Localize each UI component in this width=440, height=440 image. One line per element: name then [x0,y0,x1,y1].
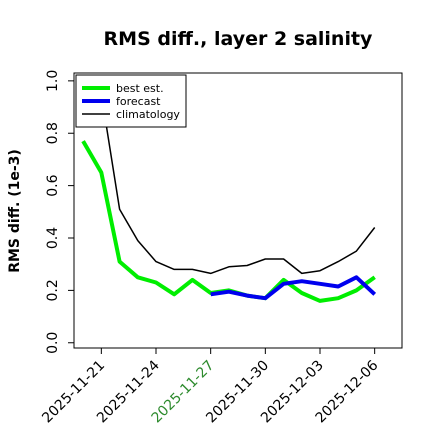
series-line-forecast [210,275,377,301]
legend-label: forecast [116,95,161,108]
y-tick-label: 0.0 [45,332,61,354]
y-tick-label: 0.2 [45,279,61,301]
series-line-climatology [100,93,376,275]
legend-label: best est. [116,82,164,95]
y-tick-label: 1.0 [45,70,61,92]
chart-title: RMS diff., layer 2 salinity [104,28,374,50]
y-tick-label: 0.8 [45,122,61,144]
y-tick-label: 0.4 [45,227,61,249]
y-axis-label: RMS diff. (1e-3) [7,149,23,273]
plot-frame [73,72,403,349]
legend-label: climatology [116,108,180,121]
y-tick-label: 0.6 [45,174,61,196]
